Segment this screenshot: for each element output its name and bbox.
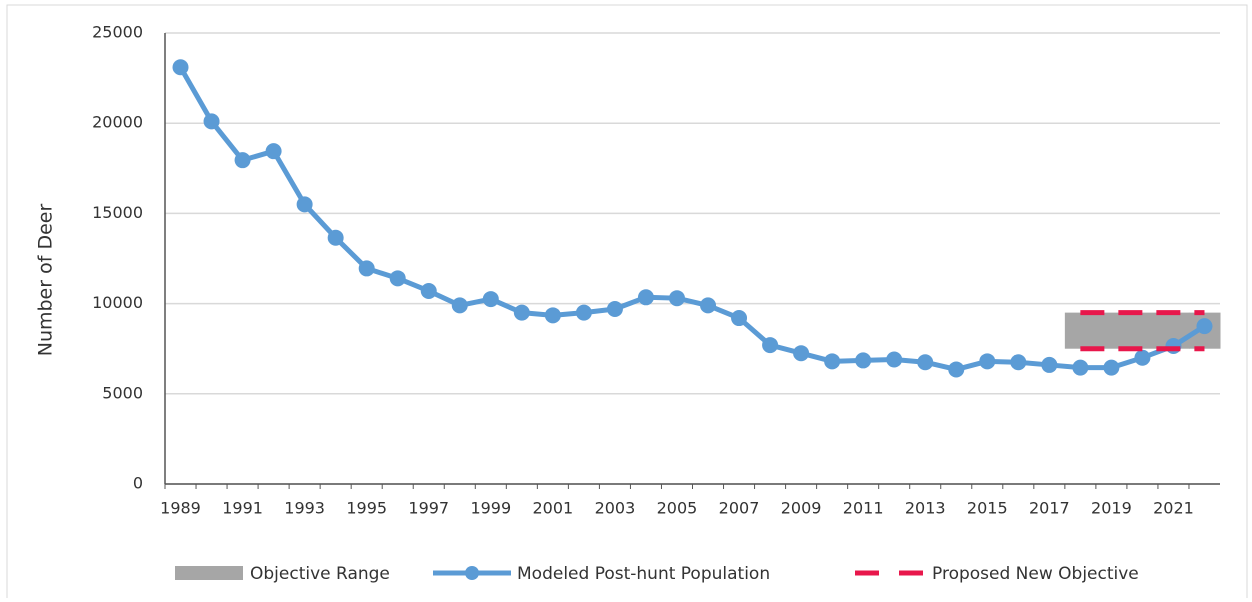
y-tick-label: 20000 bbox=[92, 113, 143, 132]
point bbox=[855, 352, 872, 369]
x-tick-label: 1989 bbox=[160, 499, 201, 518]
x-tick-label: 2015 bbox=[967, 499, 1008, 518]
legend-swatch bbox=[175, 566, 243, 580]
point bbox=[1165, 337, 1182, 354]
point bbox=[203, 113, 220, 130]
point bbox=[1041, 356, 1058, 373]
point bbox=[917, 354, 934, 371]
y-tick-label: 25000 bbox=[92, 23, 143, 42]
point bbox=[948, 361, 965, 378]
objective-band bbox=[1126, 312, 1159, 349]
point bbox=[731, 310, 748, 327]
point bbox=[793, 345, 810, 362]
point bbox=[358, 260, 375, 277]
point bbox=[296, 196, 313, 213]
point bbox=[234, 152, 251, 169]
x-tick-label: 2001 bbox=[533, 499, 574, 518]
x-tick-label: 2017 bbox=[1029, 499, 1070, 518]
point bbox=[1134, 349, 1151, 366]
y-tick-label: 15000 bbox=[92, 203, 143, 222]
legend-label: Proposed New Objective bbox=[932, 564, 1139, 584]
point bbox=[389, 270, 406, 287]
legend-swatch bbox=[465, 566, 479, 580]
point bbox=[1103, 359, 1120, 376]
y-tick-label: 5000 bbox=[102, 383, 143, 402]
x-tick-label: 1991 bbox=[222, 499, 263, 518]
point bbox=[482, 291, 499, 308]
point bbox=[451, 297, 468, 314]
legend-label: Objective Range bbox=[250, 564, 390, 584]
point bbox=[420, 282, 437, 299]
point bbox=[265, 143, 282, 160]
x-tick-label: 2003 bbox=[595, 499, 636, 518]
point bbox=[668, 290, 685, 307]
x-tick-label: 2013 bbox=[905, 499, 946, 518]
y-tick-label: 10000 bbox=[92, 293, 143, 312]
legend-label: Modeled Post-hunt Population bbox=[517, 564, 770, 584]
objective-band bbox=[1064, 312, 1097, 349]
point bbox=[513, 304, 530, 321]
point bbox=[327, 229, 344, 246]
point bbox=[700, 297, 717, 314]
x-tick-label: 2005 bbox=[657, 499, 698, 518]
x-tick-label: 1997 bbox=[408, 499, 449, 518]
point bbox=[886, 351, 903, 368]
point bbox=[1072, 359, 1089, 376]
point bbox=[575, 304, 592, 321]
x-tick-label: 2009 bbox=[781, 499, 822, 518]
y-tick-label: 0 bbox=[133, 474, 143, 493]
x-tick-label: 2019 bbox=[1091, 499, 1132, 518]
x-tick-label: 1993 bbox=[284, 499, 325, 518]
x-tick-label: 1995 bbox=[346, 499, 387, 518]
point bbox=[824, 353, 841, 370]
objective-band bbox=[1095, 312, 1128, 349]
y-axis-title: Number of Deer bbox=[35, 204, 57, 357]
x-tick-label: 2007 bbox=[719, 499, 760, 518]
point bbox=[544, 307, 561, 324]
x-tick-label: 1999 bbox=[470, 499, 511, 518]
population-line bbox=[178, 66, 1206, 372]
point bbox=[172, 59, 189, 76]
point bbox=[979, 353, 996, 370]
point bbox=[762, 337, 779, 354]
point bbox=[637, 289, 654, 306]
point bbox=[1010, 354, 1027, 371]
x-tick-label: 2011 bbox=[843, 499, 884, 518]
point bbox=[606, 301, 623, 318]
x-tick-label: 2021 bbox=[1153, 499, 1194, 518]
frame bbox=[6, 4, 1248, 602]
point bbox=[1196, 318, 1213, 335]
